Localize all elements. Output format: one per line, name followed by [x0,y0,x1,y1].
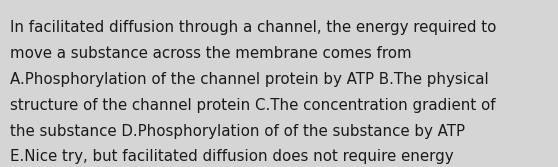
Text: A.Phosphorylation of the channel protein by ATP B.The physical: A.Phosphorylation of the channel protein… [10,72,489,87]
Text: In facilitated diffusion through a channel, the energy required to: In facilitated diffusion through a chann… [10,20,497,35]
Text: structure of the channel protein C.The concentration gradient of: structure of the channel protein C.The c… [10,98,496,113]
Text: E.Nice try, but facilitated diffusion does not require energy: E.Nice try, but facilitated diffusion do… [10,149,454,164]
Text: move a substance across the membrane comes from: move a substance across the membrane com… [10,46,412,61]
Text: the substance D.Phosphorylation of of the substance by ATP: the substance D.Phosphorylation of of th… [10,124,465,139]
